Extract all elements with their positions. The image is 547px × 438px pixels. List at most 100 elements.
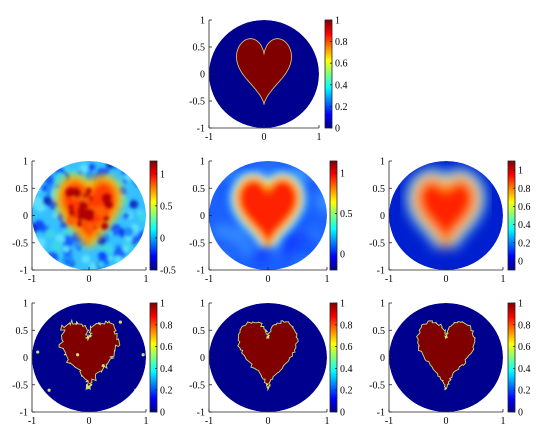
colorbar [330,303,337,412]
noise-blob [77,170,83,176]
colorbar-tick-label: 0.8 [160,320,173,331]
artifact-dot [47,388,51,392]
colorbar-tick-label: 0 [340,408,345,419]
noise-blob [89,263,98,270]
x-tick-label: 1 [144,274,149,285]
colorbar-tick-label: 0.2 [518,386,531,397]
background-blob [279,239,297,257]
noise-blob [118,264,127,270]
noise-blob [32,164,43,176]
colorbar-tick-label: 0.2 [340,386,353,397]
noise-blob [52,212,59,219]
noise-blob [122,179,128,184]
heart-core [237,178,299,247]
background-blob [209,253,216,264]
background-blob [212,238,227,253]
colorbar-tick-label: 0.4 [160,364,173,375]
artifact-dot [118,320,122,324]
heatmap-panel-2-3 [389,161,503,270]
colorbar-tick-label: 0.8 [335,37,348,48]
colorbar-tick-label: 0.4 [518,220,531,231]
y-tick-label: -0.5 [12,380,28,391]
heart-region [416,320,476,391]
colorbar-frame [149,302,158,413]
colorbar-tick-label: 0.5 [340,209,353,220]
noise-blob [97,250,107,260]
y-tick-label: 0 [200,211,205,222]
background-blob [304,233,318,247]
noise-blob [44,228,56,240]
colorbar-tick-label: 0.8 [340,320,353,331]
x-tick-label: 0 [266,416,271,427]
colorbar-tick-label: 0 [340,249,345,260]
heart-noise [65,186,113,230]
noise-blob [143,162,146,168]
background-blob [209,250,227,268]
noise-blob [139,230,146,242]
colorbar-frame [324,19,333,129]
colorbar-tick-label: 0.8 [518,184,531,195]
y-tick-label: -1 [377,408,385,419]
heart-core [416,178,476,247]
y-tick-label: -0.5 [369,238,385,249]
heart-noise-blob [77,206,87,216]
colorbar [508,303,515,412]
y-tick-label: -1 [20,408,28,419]
noise-blob [96,236,107,246]
x-tick-label: 0 [266,274,271,285]
noise-blob [51,240,63,253]
y-tick-label: 1 [200,16,205,27]
colorbar-tick-label: 0.2 [160,386,173,397]
colorbar-tick-label: 1 [518,299,523,310]
x-tick-label: -1 [385,416,393,427]
noise-blob [122,245,129,253]
heart-noise-blob [94,222,100,228]
artifact-dot [141,353,145,357]
x-tick-label: 0 [444,274,449,285]
heatmap-panel-2-2 [209,161,327,270]
noise-blob [129,166,135,171]
colorbar-tick-label: 0 [160,233,165,244]
colorbar-tick-label: 0 [335,124,340,135]
y-tick-label: 0 [200,70,205,81]
noise-blob [40,184,48,192]
y-tick-label: 1 [23,157,28,168]
colorbar [150,161,157,270]
x-tick-label: -1 [205,416,213,427]
noise-blob [114,255,122,263]
y-tick-label: -0.5 [189,380,205,391]
background-blob [304,165,318,179]
y-tick-label: 0 [380,353,385,364]
noise-blob [34,237,46,249]
colorbar-tick-label: 0.4 [335,80,348,91]
noise-blob [65,259,71,265]
colorbar-tick-label: 0.6 [518,202,531,213]
x-tick-label: 1 [144,416,149,427]
noise-blob [35,201,46,213]
noise-blob [123,226,134,237]
heart-noise-blob [104,200,113,209]
noise-blob [49,262,56,269]
noise-blob [107,256,113,261]
y-tick-label: 0.5 [193,184,206,195]
y-tick-label: 0 [380,211,385,222]
x-tick-label: 0 [444,416,449,427]
x-tick-label: -1 [205,132,213,143]
heatmap-panel-1-2 [209,20,319,128]
noise-blob [121,167,129,175]
x-tick-label: 1 [325,274,330,285]
noise-blob [34,162,41,169]
noise-blob [42,254,52,264]
heart-noise-blob [68,204,74,210]
y-tick-label: 1 [200,157,205,168]
colorbar-tick-label: 1 [340,299,345,310]
background-blob [230,228,246,244]
colorbar-tick-label: -0.5 [160,266,176,277]
y-tick-label: -1 [377,266,385,277]
artifact-dot [76,353,80,357]
x-tick-label: 0 [262,132,267,143]
heatmap-panel-3-3 [389,303,503,412]
x-tick-label: -1 [385,274,393,285]
noise-blob [140,186,146,192]
